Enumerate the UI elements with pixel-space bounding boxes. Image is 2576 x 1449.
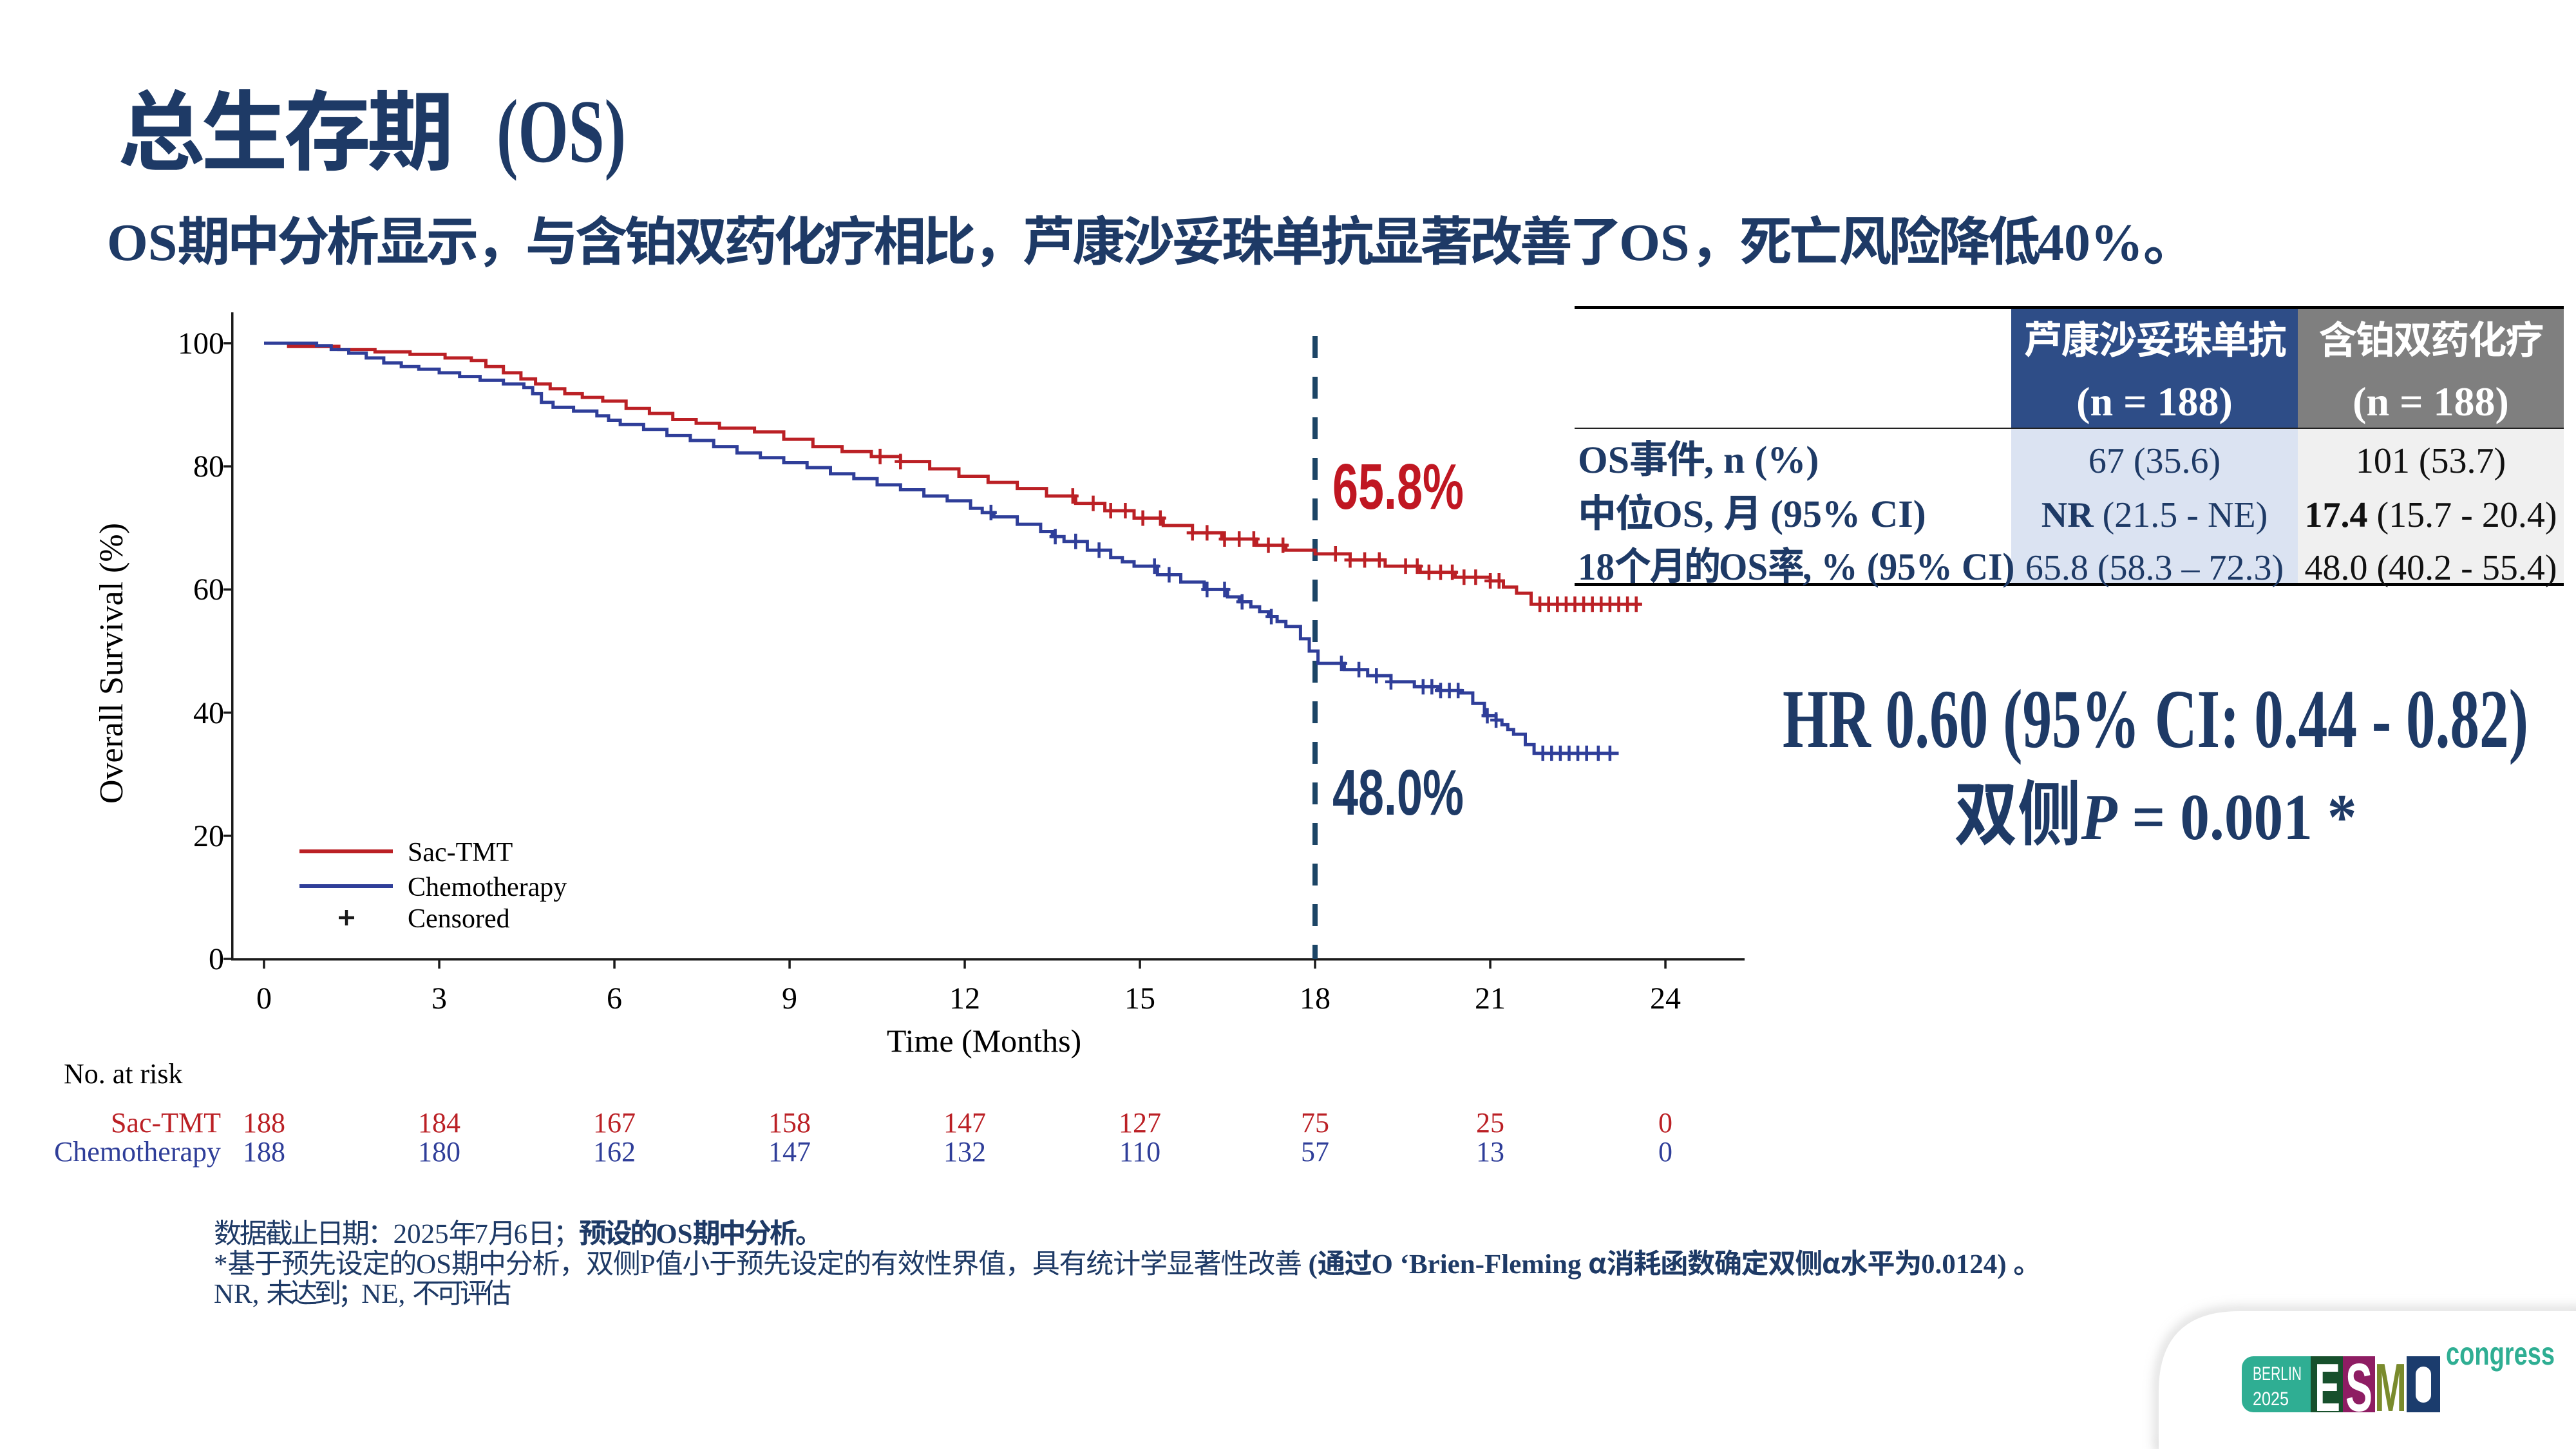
svg-text:147: 147 [943, 1107, 986, 1139]
svg-text:HR 0.60 (95% CI: 0.44 - 0.82): HR 0.60 (95% CI: 0.44 - 0.82) [1783, 673, 2528, 766]
svg-text:110: 110 [1119, 1136, 1160, 1168]
svg-text:M: M [2374, 1350, 2407, 1426]
svg-text:Overall Survival (%): Overall Survival (%) [93, 523, 130, 804]
svg-text:132: 132 [943, 1136, 986, 1168]
svg-text:65.8%: 65.8% [1332, 451, 1464, 523]
svg-text:15: 15 [1124, 981, 1155, 1016]
svg-text:180: 180 [418, 1136, 460, 1168]
svg-text:Chemotherapy: Chemotherapy [54, 1136, 221, 1168]
svg-text:(n = 188): (n = 188) [2353, 379, 2509, 424]
svg-text:Sac-TMT: Sac-TMT [111, 1107, 221, 1139]
svg-text:E: E [2315, 1350, 2340, 1426]
svg-text:65.8 (58.3 – 72.3): 65.8 (58.3 – 72.3) [2025, 548, 2284, 588]
svg-text:167: 167 [593, 1107, 636, 1139]
svg-text:BERLIN: BERLIN [2253, 1363, 2302, 1385]
svg-text:Censored: Censored [408, 904, 510, 934]
svg-text:57: 57 [1301, 1136, 1329, 1168]
svg-text:Chemotherapy: Chemotherapy [408, 873, 567, 902]
svg-text:80: 80 [193, 450, 224, 484]
svg-text:40: 40 [193, 696, 224, 730]
svg-text:48.0 (40.2 - 55.4): 48.0 (40.2 - 55.4) [2305, 548, 2557, 588]
svg-text:188: 188 [243, 1136, 285, 1168]
svg-text:2025: 2025 [2253, 1388, 2289, 1410]
svg-text:Sac-TMT: Sac-TMT [408, 838, 513, 867]
svg-text:0: 0 [209, 942, 224, 976]
svg-text:13: 13 [1476, 1136, 1504, 1168]
svg-text:18: 18 [1300, 981, 1331, 1016]
svg-text:147: 147 [768, 1136, 811, 1168]
svg-text:100: 100 [178, 327, 224, 361]
svg-text:188: 188 [243, 1107, 285, 1139]
svg-text:101 (53.7): 101 (53.7) [2356, 441, 2506, 481]
svg-text:6: 6 [607, 981, 622, 1016]
svg-text:9: 9 [782, 981, 797, 1016]
svg-text:184: 184 [418, 1107, 460, 1139]
svg-text:(n = 188): (n = 188) [2076, 379, 2233, 424]
svg-text:(OS): (OS) [497, 82, 626, 182]
svg-text:0: 0 [1658, 1107, 1672, 1139]
svg-text:3: 3 [431, 981, 447, 1016]
svg-text:congress: congress [2446, 1336, 2555, 1372]
svg-text:0: 0 [256, 981, 272, 1016]
svg-text:Time (Months): Time (Months) [887, 1023, 1081, 1059]
svg-text:0: 0 [1658, 1136, 1672, 1168]
svg-text:25: 25 [1476, 1107, 1504, 1139]
svg-text:NR (21.5 - NE): NR (21.5 - NE) [2041, 495, 2268, 535]
svg-text:75: 75 [1301, 1107, 1329, 1139]
svg-text:No. at risk: No. at risk [64, 1058, 183, 1090]
svg-text:127: 127 [1119, 1107, 1161, 1139]
svg-text:21: 21 [1475, 981, 1506, 1016]
svg-text:158: 158 [768, 1107, 811, 1139]
svg-text:20: 20 [193, 819, 224, 853]
svg-text:17.4 (15.7 - 20.4): 17.4 (15.7 - 20.4) [2305, 495, 2557, 535]
svg-text:S: S [2345, 1350, 2372, 1426]
svg-text:48.0%: 48.0% [1332, 757, 1464, 829]
svg-text:24: 24 [1650, 981, 1681, 1016]
svg-text:162: 162 [593, 1136, 636, 1168]
svg-text:60: 60 [193, 573, 224, 607]
svg-text:67 (35.6): 67 (35.6) [2088, 441, 2221, 481]
svg-text:12: 12 [949, 981, 980, 1016]
